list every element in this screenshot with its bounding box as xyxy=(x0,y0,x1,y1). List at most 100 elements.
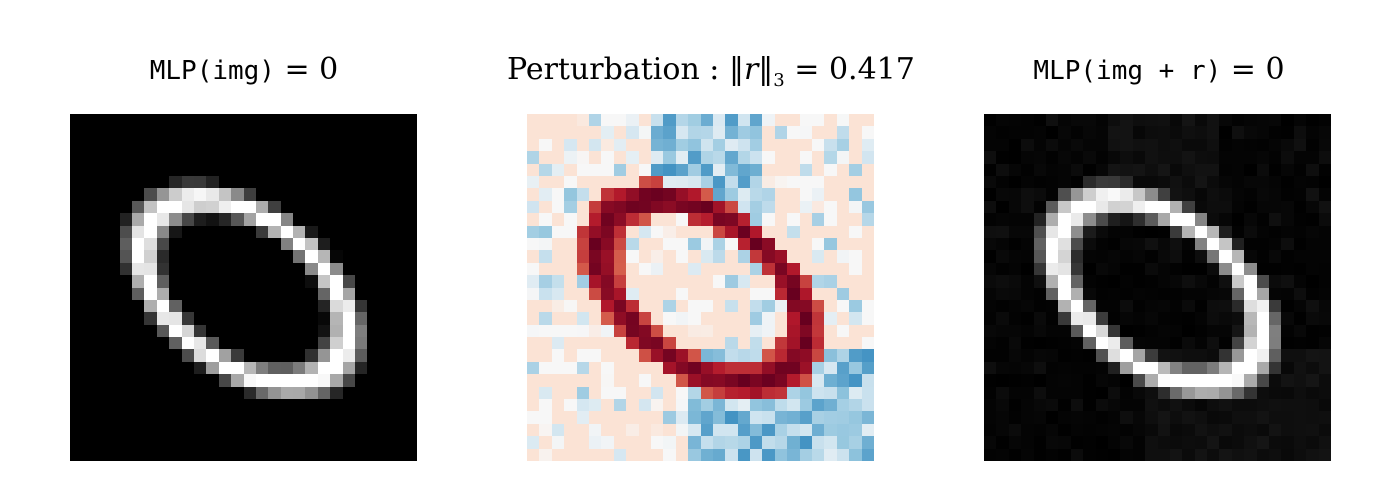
pixel xyxy=(1058,250,1071,263)
pixel xyxy=(626,126,639,139)
pixel xyxy=(131,138,145,152)
pixel xyxy=(1058,399,1071,412)
pixel xyxy=(527,225,540,238)
pixel xyxy=(392,151,405,164)
pixel xyxy=(305,287,318,300)
pixel xyxy=(169,213,182,226)
pixel xyxy=(539,448,552,461)
pixel xyxy=(243,275,256,288)
pixel xyxy=(1318,399,1331,412)
pixel xyxy=(1120,374,1133,387)
pixel xyxy=(144,386,157,400)
pixel xyxy=(355,138,368,152)
pixel xyxy=(601,374,614,387)
pixel xyxy=(392,138,405,152)
pixel xyxy=(849,213,862,226)
pixel xyxy=(70,151,83,164)
pixel xyxy=(206,237,219,251)
pixel xyxy=(601,337,614,350)
pixel xyxy=(268,225,281,238)
pixel xyxy=(1120,411,1133,424)
pixel xyxy=(712,213,726,226)
pixel xyxy=(688,324,701,338)
pixel xyxy=(688,151,701,164)
pixel xyxy=(750,262,763,276)
pixel xyxy=(539,436,552,449)
pixel xyxy=(1231,275,1245,288)
pixel xyxy=(82,423,95,437)
pixel xyxy=(638,361,651,375)
pixel xyxy=(1244,299,1257,313)
pixel xyxy=(799,287,813,300)
pixel xyxy=(984,163,997,176)
pixel xyxy=(737,262,751,276)
pixel xyxy=(675,349,689,362)
pixel xyxy=(650,361,664,375)
pixel xyxy=(1045,423,1059,437)
pixel xyxy=(861,225,874,238)
pixel xyxy=(392,349,405,362)
pixel xyxy=(156,423,170,437)
pixel xyxy=(688,423,701,437)
pixel xyxy=(131,299,145,313)
pixel xyxy=(613,399,627,412)
pixel xyxy=(305,163,318,176)
pixel xyxy=(626,448,639,461)
pixel xyxy=(255,399,269,412)
pixel xyxy=(1033,250,1046,263)
pixel xyxy=(1058,324,1071,338)
pixel xyxy=(1058,436,1071,449)
pixel xyxy=(379,324,393,338)
pixel xyxy=(1145,275,1158,288)
pixel xyxy=(1120,399,1133,412)
pixel xyxy=(712,337,726,350)
pixel xyxy=(984,448,997,461)
pixel xyxy=(984,138,997,152)
pixel xyxy=(824,361,837,375)
pixel xyxy=(317,448,331,461)
pixel xyxy=(626,200,639,214)
pixel xyxy=(650,423,664,437)
pixel xyxy=(293,250,306,263)
pixel xyxy=(613,436,627,449)
pixel xyxy=(1306,423,1319,437)
pixel xyxy=(1318,361,1331,375)
pixel xyxy=(996,188,1009,201)
pixel xyxy=(144,448,157,461)
pixel xyxy=(1306,151,1319,164)
pixel xyxy=(1095,213,1108,226)
pixel xyxy=(1169,423,1183,437)
pixel xyxy=(169,200,182,214)
pixel xyxy=(367,237,380,251)
pixel xyxy=(675,423,689,437)
pixel xyxy=(280,399,294,412)
pixel xyxy=(1244,436,1257,449)
pixel xyxy=(218,448,232,461)
pixel xyxy=(1306,138,1319,152)
pixel xyxy=(1120,312,1133,325)
pixel xyxy=(305,312,318,325)
pixel xyxy=(849,411,862,424)
pixel xyxy=(1244,163,1257,176)
pixel xyxy=(1132,188,1146,201)
pixel xyxy=(1083,324,1096,338)
pixel xyxy=(392,299,405,313)
pixel xyxy=(675,114,689,127)
pixel xyxy=(527,324,540,338)
pixel xyxy=(305,262,318,276)
pixel xyxy=(527,188,540,201)
pixel xyxy=(787,175,800,189)
pixel xyxy=(1145,436,1158,449)
pixel xyxy=(317,275,331,288)
pixel xyxy=(1231,374,1245,387)
pixel xyxy=(750,225,763,238)
pixel xyxy=(144,163,157,176)
pixel xyxy=(725,250,738,263)
pixel xyxy=(539,188,552,201)
pixel xyxy=(342,287,356,300)
pixel xyxy=(551,126,565,139)
pixel xyxy=(626,411,639,424)
pixel xyxy=(812,225,825,238)
pixel xyxy=(156,349,170,362)
pixel xyxy=(1293,349,1307,362)
